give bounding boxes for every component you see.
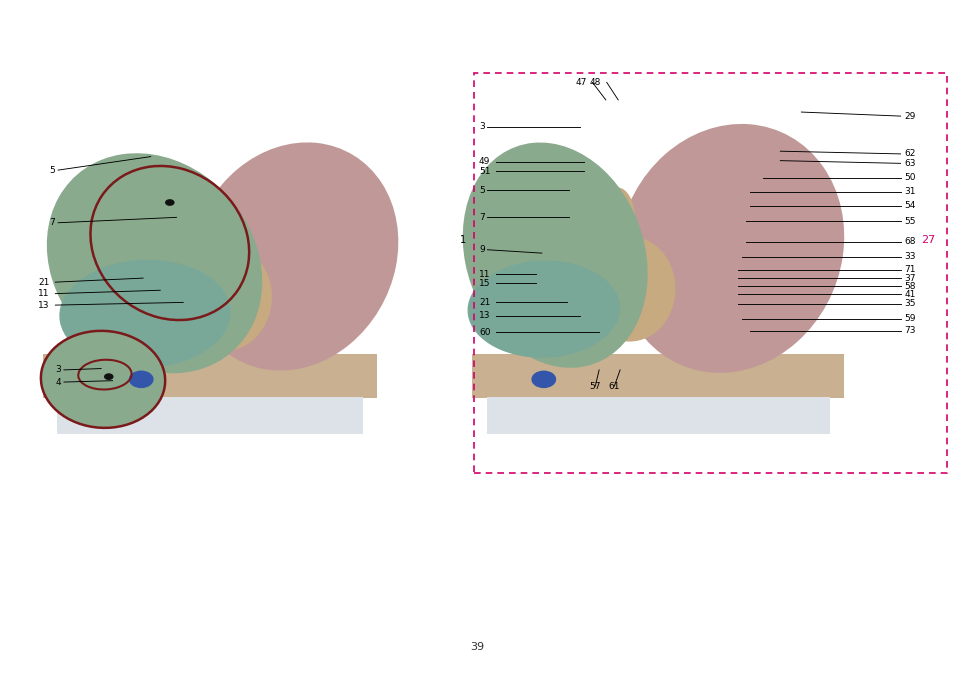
Text: 31: 31: [903, 187, 915, 196]
Text: 27: 27: [921, 236, 935, 245]
Text: 54: 54: [903, 201, 915, 211]
Text: 21: 21: [478, 298, 490, 307]
Text: 11: 11: [38, 289, 50, 298]
Text: 11: 11: [478, 269, 490, 279]
Text: 51: 51: [478, 167, 490, 176]
Text: 9: 9: [478, 245, 484, 254]
Text: 61: 61: [608, 381, 619, 391]
Ellipse shape: [176, 243, 272, 351]
Text: 13: 13: [38, 300, 50, 310]
Text: 60: 60: [478, 327, 490, 337]
Circle shape: [165, 199, 174, 206]
Text: 62: 62: [903, 149, 915, 159]
Ellipse shape: [583, 236, 675, 342]
Ellipse shape: [47, 153, 262, 373]
Text: 5: 5: [50, 165, 55, 175]
Text: 48: 48: [589, 78, 600, 87]
FancyBboxPatch shape: [472, 354, 843, 398]
Ellipse shape: [617, 124, 843, 373]
Text: 63: 63: [903, 159, 915, 168]
Text: 1: 1: [460, 236, 466, 245]
Text: 41: 41: [903, 290, 915, 299]
Text: 4: 4: [55, 377, 61, 387]
Ellipse shape: [193, 192, 231, 267]
Text: 3: 3: [478, 122, 484, 132]
Text: 7: 7: [50, 218, 55, 227]
Text: 49: 49: [478, 157, 490, 167]
FancyBboxPatch shape: [57, 397, 362, 434]
Text: 13: 13: [478, 311, 490, 321]
Text: 47: 47: [575, 78, 586, 87]
FancyBboxPatch shape: [486, 397, 829, 434]
Ellipse shape: [189, 142, 398, 371]
Text: 50: 50: [903, 173, 915, 182]
Text: 29: 29: [903, 111, 915, 121]
Ellipse shape: [59, 260, 231, 368]
Text: 5: 5: [478, 186, 484, 195]
Ellipse shape: [467, 261, 619, 358]
Text: 21: 21: [38, 277, 50, 287]
Ellipse shape: [600, 188, 635, 255]
Circle shape: [104, 373, 113, 380]
Text: 37: 37: [903, 273, 915, 283]
Text: 55: 55: [903, 217, 915, 226]
Ellipse shape: [462, 142, 647, 368]
Bar: [474, 73, 946, 472]
Circle shape: [129, 371, 153, 388]
Text: 3: 3: [55, 365, 61, 375]
Text: 59: 59: [903, 314, 915, 323]
Text: 7: 7: [478, 213, 484, 222]
Text: 15: 15: [478, 279, 490, 288]
FancyBboxPatch shape: [43, 354, 376, 398]
Text: 73: 73: [903, 326, 915, 335]
Text: 68: 68: [903, 237, 915, 246]
Ellipse shape: [41, 331, 165, 428]
Text: 33: 33: [903, 252, 915, 261]
Circle shape: [531, 371, 556, 388]
Text: 35: 35: [903, 299, 915, 308]
Text: 58: 58: [903, 281, 915, 291]
Text: 39: 39: [470, 642, 483, 651]
Text: 57: 57: [589, 381, 600, 391]
Text: 71: 71: [903, 265, 915, 275]
